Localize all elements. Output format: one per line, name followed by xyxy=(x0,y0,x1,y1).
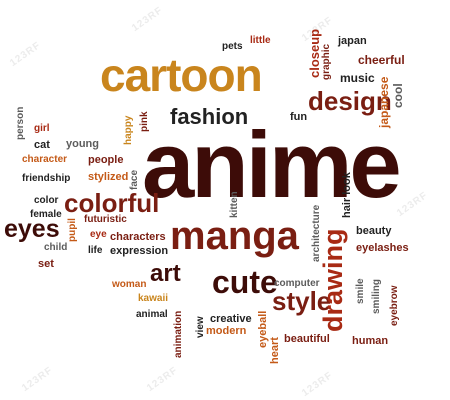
word-girl: girl xyxy=(34,123,50,134)
word-animation: animation xyxy=(173,310,184,358)
word-music: music xyxy=(340,71,375,85)
word-creative: creative xyxy=(210,313,252,325)
word-cool: cool xyxy=(391,83,405,108)
word-fashion: fashion xyxy=(170,104,249,129)
word-kawaii: kawaii xyxy=(138,293,169,304)
word-person: person xyxy=(15,106,26,140)
word-set: set xyxy=(38,258,54,270)
word-pupil: pupil xyxy=(67,218,78,242)
word-japanese: japanese xyxy=(377,76,391,128)
word-eyelashes: eyelashes xyxy=(356,242,409,254)
watermark-text: 123RF xyxy=(145,364,180,395)
watermark-text: 123RF xyxy=(300,369,335,400)
word-eyes: eyes xyxy=(4,215,60,243)
word-friendship: friendship xyxy=(22,173,71,184)
word-smile: smile xyxy=(355,278,366,304)
watermark-text: 123RF xyxy=(395,189,430,220)
word-animal: animal xyxy=(136,309,168,320)
word-beautiful: beautiful xyxy=(284,333,330,345)
word-eyeball: eyeball xyxy=(257,310,269,348)
word-hair-look: hair look xyxy=(341,172,353,218)
word-heart: heart xyxy=(269,337,281,364)
watermark-text: 123RF xyxy=(130,4,165,35)
word-child: child xyxy=(44,242,68,253)
word-characters: characters xyxy=(110,231,166,243)
word-fun: fun xyxy=(290,111,308,123)
word-expression: expression xyxy=(110,245,169,257)
word-art: art xyxy=(150,260,181,287)
word-life: life xyxy=(88,245,103,256)
word-anime: anime xyxy=(142,112,402,217)
word-modern: modern xyxy=(206,325,247,337)
word-design: design xyxy=(308,86,392,116)
word-colorful: colorful xyxy=(64,188,160,218)
word-little: little xyxy=(250,35,271,46)
word-happy: happy xyxy=(123,115,134,145)
word-kitten: kitten xyxy=(229,191,240,218)
word-japan: japan xyxy=(338,35,367,47)
word-eye: eye xyxy=(90,229,107,240)
word-people: people xyxy=(88,154,124,166)
word-style: style xyxy=(272,286,332,316)
word-young: young xyxy=(66,138,99,150)
word-stylized: stylized xyxy=(88,171,129,183)
word-character: character xyxy=(22,154,68,165)
word-drawing: drawing xyxy=(318,228,348,332)
word-futuristic: futuristic xyxy=(84,214,127,225)
word-computer: computer xyxy=(274,278,320,289)
word-architecture: architecture xyxy=(311,204,322,262)
word-pink: pink xyxy=(139,111,150,132)
word-view: view xyxy=(195,316,206,338)
word-cheerful: cheerful xyxy=(358,53,405,67)
watermark-text: 123RF xyxy=(8,39,43,70)
word-face: face xyxy=(129,169,140,190)
word-closeup: closeup xyxy=(307,28,322,78)
word-female: female xyxy=(30,209,62,220)
word-beauty: beauty xyxy=(356,225,392,237)
word-cat: cat xyxy=(34,139,50,151)
word-cute: cute xyxy=(212,264,278,300)
word-cartoon: cartoon xyxy=(100,49,263,101)
watermark-text: 123RF xyxy=(20,364,55,395)
word-graphic: graphic xyxy=(321,43,332,80)
word-human: human xyxy=(352,335,389,347)
word-eyebrow: eyebrow xyxy=(389,285,400,326)
word-pets: pets xyxy=(222,41,243,52)
word-woman: woman xyxy=(112,279,147,290)
word-manga: manga xyxy=(170,214,299,258)
word-smiling: smiling xyxy=(371,278,382,314)
word-color: color xyxy=(34,195,59,206)
